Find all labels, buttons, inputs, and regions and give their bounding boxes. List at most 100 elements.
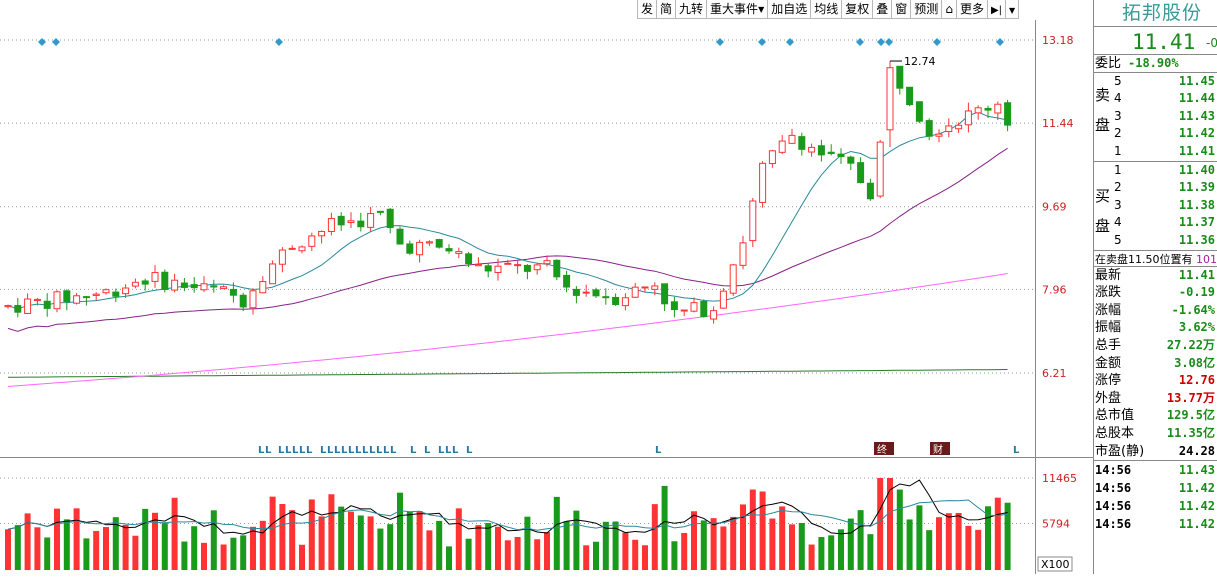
toolbar-adjust-button[interactable]: 复权 xyxy=(841,0,874,19)
sell-level-row[interactable]: 1 11.41 xyxy=(1114,143,1217,161)
candle-body xyxy=(239,294,247,308)
candle-body xyxy=(719,290,727,309)
tick-list[interactable]: 14:56 11.43 14:56 11.42 14:56 11.42 14:56 11.42 xyxy=(1094,460,1217,533)
toolbar-more-button[interactable]: 更多 xyxy=(955,0,988,19)
tick-time: 14:56 xyxy=(1095,463,1132,478)
volume-bar xyxy=(308,499,315,570)
price-axis-label: 9.69 xyxy=(1042,201,1067,214)
buy-level-row[interactable]: 3 11.38 xyxy=(1114,197,1217,215)
volume-bar xyxy=(965,525,972,570)
toolbar-jiuzhuan-button[interactable]: 九转 xyxy=(675,0,708,19)
volume-bar xyxy=(896,489,903,570)
candle-body xyxy=(876,141,884,197)
candle-body xyxy=(563,274,571,288)
volume-bar xyxy=(14,525,21,570)
volume-unit-box xyxy=(1037,556,1073,572)
buy-level-row[interactable]: 1 11.40 xyxy=(1114,162,1217,180)
l-marker: L xyxy=(466,445,473,456)
ma120-line xyxy=(7,273,1008,387)
buy-level-row[interactable]: 4 11.37 xyxy=(1114,214,1217,232)
kline-chart-area[interactable]: 13.18 11.44 9.69 7.96 6.21 12.74 L L L L L L L L L L L L L… xyxy=(0,0,1093,574)
level-number: 3 xyxy=(1114,197,1122,212)
l-marker: L xyxy=(278,445,285,456)
stat-label: 涨停 xyxy=(1095,373,1122,389)
level-price: 11.41 xyxy=(1178,143,1215,158)
volume-bar xyxy=(749,489,756,570)
l-marker: L xyxy=(341,445,348,456)
level-price: 11.45 xyxy=(1178,73,1215,88)
volume-bar xyxy=(24,513,31,570)
toolbar-add-watchlist-button[interactable]: 加自选 xyxy=(767,0,812,19)
volume-bar xyxy=(426,530,433,570)
volume-bar xyxy=(387,524,394,570)
weibi-value: -18.90% xyxy=(1128,56,1179,70)
candle-body xyxy=(151,272,159,282)
volume-bar xyxy=(436,520,443,570)
l-marker: L xyxy=(306,445,313,456)
toolbar-fa-button[interactable]: 发 xyxy=(637,0,658,19)
l-marker: L xyxy=(348,445,355,456)
level-price: 11.40 xyxy=(1178,162,1215,177)
toolbar-collapse-button[interactable]: ▶| xyxy=(986,0,1007,19)
toolbar-window-button[interactable]: 窗 xyxy=(891,0,912,19)
volume-bar xyxy=(740,504,746,570)
volume-bar xyxy=(769,518,776,570)
candle-body xyxy=(837,153,845,157)
event-diamond-marker xyxy=(52,38,60,46)
toolbar-menu-button[interactable]: ▼ xyxy=(1005,0,1020,19)
toolbar-adjust-label: 复权 xyxy=(845,2,870,16)
sell-level-row[interactable]: 4 11.44 xyxy=(1114,90,1217,108)
toolbar-jian-button[interactable]: 简 xyxy=(656,0,677,19)
l-marker: L xyxy=(369,445,376,456)
candle-body xyxy=(259,280,267,294)
volume-bar xyxy=(191,526,198,570)
candle-body xyxy=(621,297,629,307)
volume-bar xyxy=(63,519,70,570)
stat-value: 27.22万 xyxy=(1166,337,1215,352)
toolbar-forecast-button[interactable]: 预测 xyxy=(910,0,943,19)
volume-bar xyxy=(661,485,668,570)
volume-bar xyxy=(357,515,364,570)
level-price: 11.37 xyxy=(1178,215,1215,230)
stock-name[interactable]: 拓邦股份 xyxy=(1122,2,1203,24)
candle-body xyxy=(298,246,306,252)
stat-row: 外盘 13.77万 xyxy=(1094,390,1217,408)
candle-body xyxy=(514,264,522,267)
sell-level-row[interactable]: 5 11.45 xyxy=(1114,73,1217,91)
buy-level-row[interactable]: 2 11.39 xyxy=(1114,179,1217,197)
sell-book: 卖 盘 5 11.45 4 11.44 3 11.43 2 11.42 1 11.41 xyxy=(1094,71,1217,161)
volume-ma5-line xyxy=(7,479,1008,535)
toolbar-lock-button[interactable]: ⌂ xyxy=(941,0,957,19)
level-price: 11.44 xyxy=(1178,91,1215,106)
candle-body xyxy=(180,282,188,288)
event-diamond-marker xyxy=(716,38,724,46)
volume-bar xyxy=(240,535,247,570)
candle-body xyxy=(661,283,669,305)
candle-body xyxy=(171,279,179,291)
candle-body xyxy=(857,162,865,184)
l-marker: L xyxy=(265,445,272,456)
volume-bar xyxy=(838,529,844,570)
candle-body xyxy=(808,146,816,153)
candle-body xyxy=(131,281,139,287)
volume-bar xyxy=(955,512,962,570)
volume-bar xyxy=(416,511,423,570)
toolbar-moving-avg-button[interactable]: 均线 xyxy=(810,0,843,19)
candle-body xyxy=(435,239,443,248)
toolbar-overlay-button[interactable]: 叠 xyxy=(872,0,893,19)
candle-body xyxy=(866,182,874,200)
volume-bar xyxy=(152,512,158,570)
volume-bar xyxy=(367,516,374,570)
level-number: 2 xyxy=(1114,126,1122,141)
toolbar-major-events-button[interactable]: 重大事件 ▼ xyxy=(706,0,769,19)
volume-bar xyxy=(994,497,1001,570)
info-text-d: 101 xyxy=(1196,252,1217,266)
tick-time: 14:56 xyxy=(1095,499,1132,514)
sell-level-row[interactable]: 2 11.42 xyxy=(1114,125,1217,143)
candle-body xyxy=(63,290,71,303)
volume-bar xyxy=(534,539,541,570)
buy-level-row[interactable]: 5 11.36 xyxy=(1114,232,1217,250)
volume-bar xyxy=(847,518,854,570)
sell-level-row[interactable]: 3 11.43 xyxy=(1114,108,1217,126)
